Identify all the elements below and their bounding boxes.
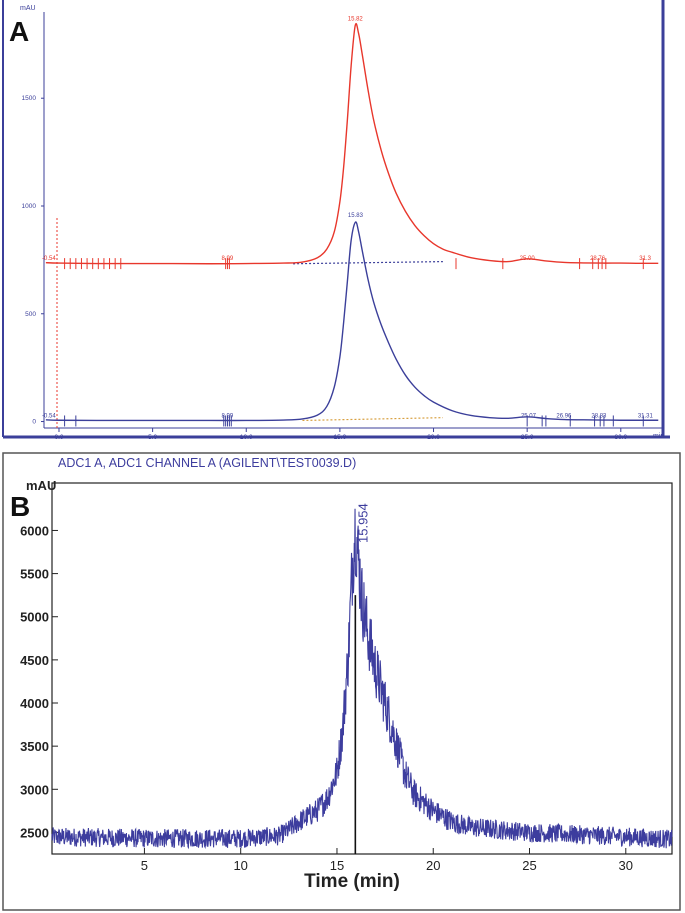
peak-retention-label: 25.00 bbox=[520, 256, 536, 262]
peak-retention-label: 25.07 bbox=[521, 413, 537, 419]
panel-b-y-tick-label: 3000 bbox=[20, 782, 49, 797]
panel-b-peak-label: 15.954 bbox=[355, 503, 370, 543]
peak-retention-label: -0.54 bbox=[42, 413, 56, 419]
chromatogram-panel-a: 0.0 5.0 10.0 15.0 20.0 25.0 30.0 0 500 1000 1500 -… bbox=[2, 0, 670, 441]
panel-b-y-tick-label: 2500 bbox=[20, 825, 49, 840]
panel-a-x-tick-label: 5.0 bbox=[148, 434, 157, 441]
panel-b-x-tick-label: 25 bbox=[522, 858, 536, 873]
peak-retention-label: 26.96 bbox=[556, 413, 572, 419]
panel-a-ylabel: mAU bbox=[20, 5, 36, 12]
panel-b-title: ADC1 A, ADC1 CHANNEL A (AGILENT\TEST0039… bbox=[58, 456, 356, 470]
peak-retention-label: 8.99 bbox=[221, 413, 233, 419]
panel-b-x-tick-label: 5 bbox=[141, 858, 148, 873]
panel-a-x-tick-label: 15.0 bbox=[334, 434, 347, 441]
panel-b-x-tick-label: 10 bbox=[233, 858, 247, 873]
panel-a-x-tick-label: 10.0 bbox=[240, 434, 253, 441]
panel-b-y-tick-label: 3500 bbox=[20, 739, 49, 754]
panel-b-y-tick-label: 5000 bbox=[20, 610, 49, 625]
panel-b-y-tick-label: 4500 bbox=[20, 653, 49, 668]
panel-b-plot-box bbox=[51, 482, 673, 855]
panel-b-ylabel: mAU bbox=[26, 478, 56, 493]
panel-b-signal-trace bbox=[51, 508, 673, 850]
panel-b-x-tick-label: 15 bbox=[330, 858, 344, 873]
panel-b-y-tick-label: 6000 bbox=[20, 523, 49, 538]
peak-retention-label: 15.83 bbox=[348, 213, 364, 219]
panel-a-x-tick-label: 0.0 bbox=[54, 434, 63, 441]
panel-a-dashed-baseline bbox=[293, 261, 443, 265]
panel-b-x-tick-label: 20 bbox=[426, 858, 440, 873]
panel-b-xlabel: Time (min) bbox=[304, 871, 400, 892]
panel-a-y-tick-label: 1000 bbox=[22, 203, 37, 210]
peak-retention-label: 8.99 bbox=[221, 256, 233, 262]
chromatogram-panel-b: ADC1 A, ADC1 CHANNEL A (AGILENT\TEST0039… bbox=[2, 452, 681, 911]
panel-a-dashed-baseline bbox=[302, 417, 443, 422]
peak-retention-label: 31.31 bbox=[638, 413, 654, 419]
panel-a-x-tick-label: 25.0 bbox=[521, 434, 534, 441]
panel-a-x-tick-label: 30.0 bbox=[614, 434, 627, 441]
panel-b-letter: B bbox=[10, 491, 30, 522]
peak-retention-label: 31.3 bbox=[639, 256, 651, 262]
peak-retention-label: 28.83 bbox=[591, 413, 607, 419]
panel-b-y-tick-label: 5500 bbox=[20, 567, 49, 582]
trace-blue-line bbox=[45, 221, 659, 422]
peak-retention-label: 28.76 bbox=[590, 256, 606, 262]
panel-a-x-tick-label: 20.0 bbox=[427, 434, 440, 441]
panel-a-xunit: min bbox=[653, 433, 664, 440]
panel-b-y-tick-label: 4000 bbox=[20, 696, 49, 711]
peak-retention-label: 15.82 bbox=[348, 16, 364, 22]
panel-a-y-tick-label: 0 bbox=[32, 419, 36, 426]
trace-red-line bbox=[45, 22, 659, 265]
panel-a-letter: A bbox=[9, 16, 29, 47]
peak-retention-label: -0.54 bbox=[42, 256, 56, 262]
panel-a-y-tick-label: 1500 bbox=[22, 95, 37, 102]
panel-a-y-tick-label: 500 bbox=[25, 311, 36, 318]
panel-b-x-tick-label: 30 bbox=[619, 858, 633, 873]
panel-b-frame bbox=[2, 452, 681, 911]
